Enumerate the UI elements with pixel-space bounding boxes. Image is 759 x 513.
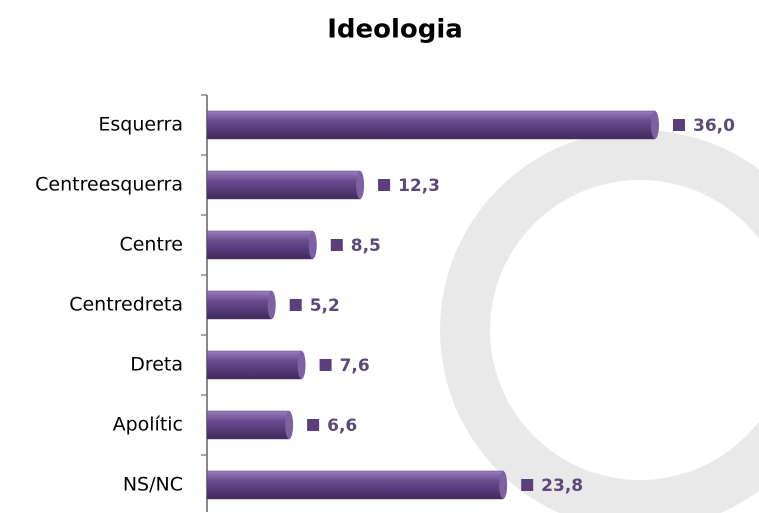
- legend-key: [673, 119, 685, 131]
- watermark: [440, 130, 759, 513]
- bar-cap: [297, 351, 306, 379]
- data-label: 5,2: [310, 296, 340, 316]
- bar-cap: [499, 471, 508, 499]
- legend-key: [378, 179, 391, 191]
- bar-cap: [308, 231, 317, 259]
- legend-key: [330, 239, 343, 251]
- bar: [206, 290, 272, 320]
- y-tick-label: Apolític: [113, 414, 183, 436]
- data-label: 23,8: [541, 476, 583, 496]
- y-tick-label: Esquerra: [98, 114, 183, 136]
- bar-cap: [651, 111, 659, 139]
- legend-key: [521, 479, 534, 491]
- bar: [206, 230, 314, 260]
- y-tick-label: Centreesquerra: [35, 174, 183, 196]
- legend-key: [307, 419, 320, 431]
- data-label: 7,6: [340, 356, 370, 376]
- y-tick-label: Centre: [119, 234, 183, 256]
- data-label: 6,6: [327, 416, 357, 436]
- bar: [206, 170, 361, 200]
- y-tick-label: NS/NC: [123, 474, 183, 496]
- legend-key: [289, 299, 302, 311]
- y-tick-label: Dreta: [130, 354, 183, 376]
- bar: [206, 470, 504, 500]
- bar: [206, 350, 302, 380]
- bar: [206, 410, 290, 440]
- legend-key: [319, 359, 332, 371]
- data-label: 12,3: [398, 176, 440, 196]
- data-label: 8,5: [351, 236, 381, 256]
- bar-cap: [356, 171, 365, 199]
- bar: [206, 110, 656, 140]
- y-tick-label: Centredreta: [69, 294, 183, 316]
- data-label: 36,0: [693, 116, 735, 136]
- bar-cap: [267, 291, 276, 319]
- chart-title: Ideologia: [327, 15, 463, 45]
- bar-cap: [285, 411, 294, 439]
